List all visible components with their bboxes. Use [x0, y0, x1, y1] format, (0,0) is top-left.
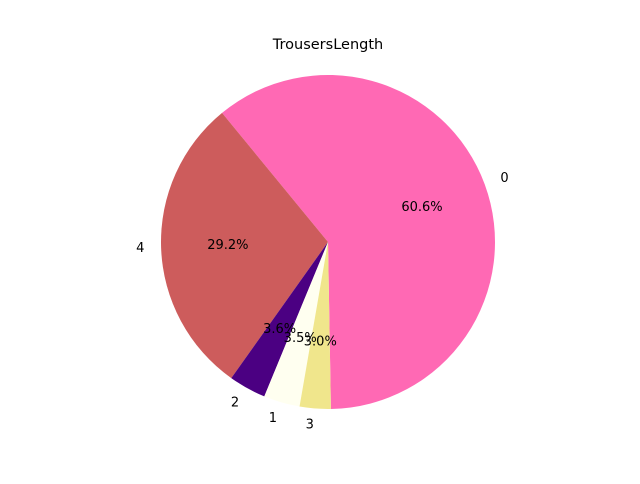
pie-slice-2 [231, 242, 328, 397]
slice-percent-1: 3.5% [284, 331, 317, 346]
slice-label-3: 3 [306, 418, 314, 433]
slice-label-2: 2 [231, 395, 239, 410]
slice-percent-0: 60.6% [401, 200, 442, 215]
slice-percent-3: 3.0% [304, 334, 337, 349]
slice-percent-2: 3.6% [263, 322, 296, 337]
pie-slice-3 [299, 242, 331, 409]
percent-labels: 60.6% 29.2% 3.6%3.5%3.0% [207, 200, 442, 350]
slice-label-0: 0 [500, 171, 508, 186]
slice-label-4: 4 [136, 241, 144, 256]
slice-percent-4: 29.2% [207, 238, 248, 253]
pie-slice-0 [222, 74, 496, 409]
pie-slice-1 [264, 242, 328, 407]
pie-slice-4 [161, 112, 328, 379]
slice-label-1: 1 [269, 411, 277, 426]
chart-title: TrousersLength [272, 37, 383, 53]
pie-slices [161, 74, 496, 409]
category-labels: 0 4 2 1 3 [136, 171, 509, 433]
